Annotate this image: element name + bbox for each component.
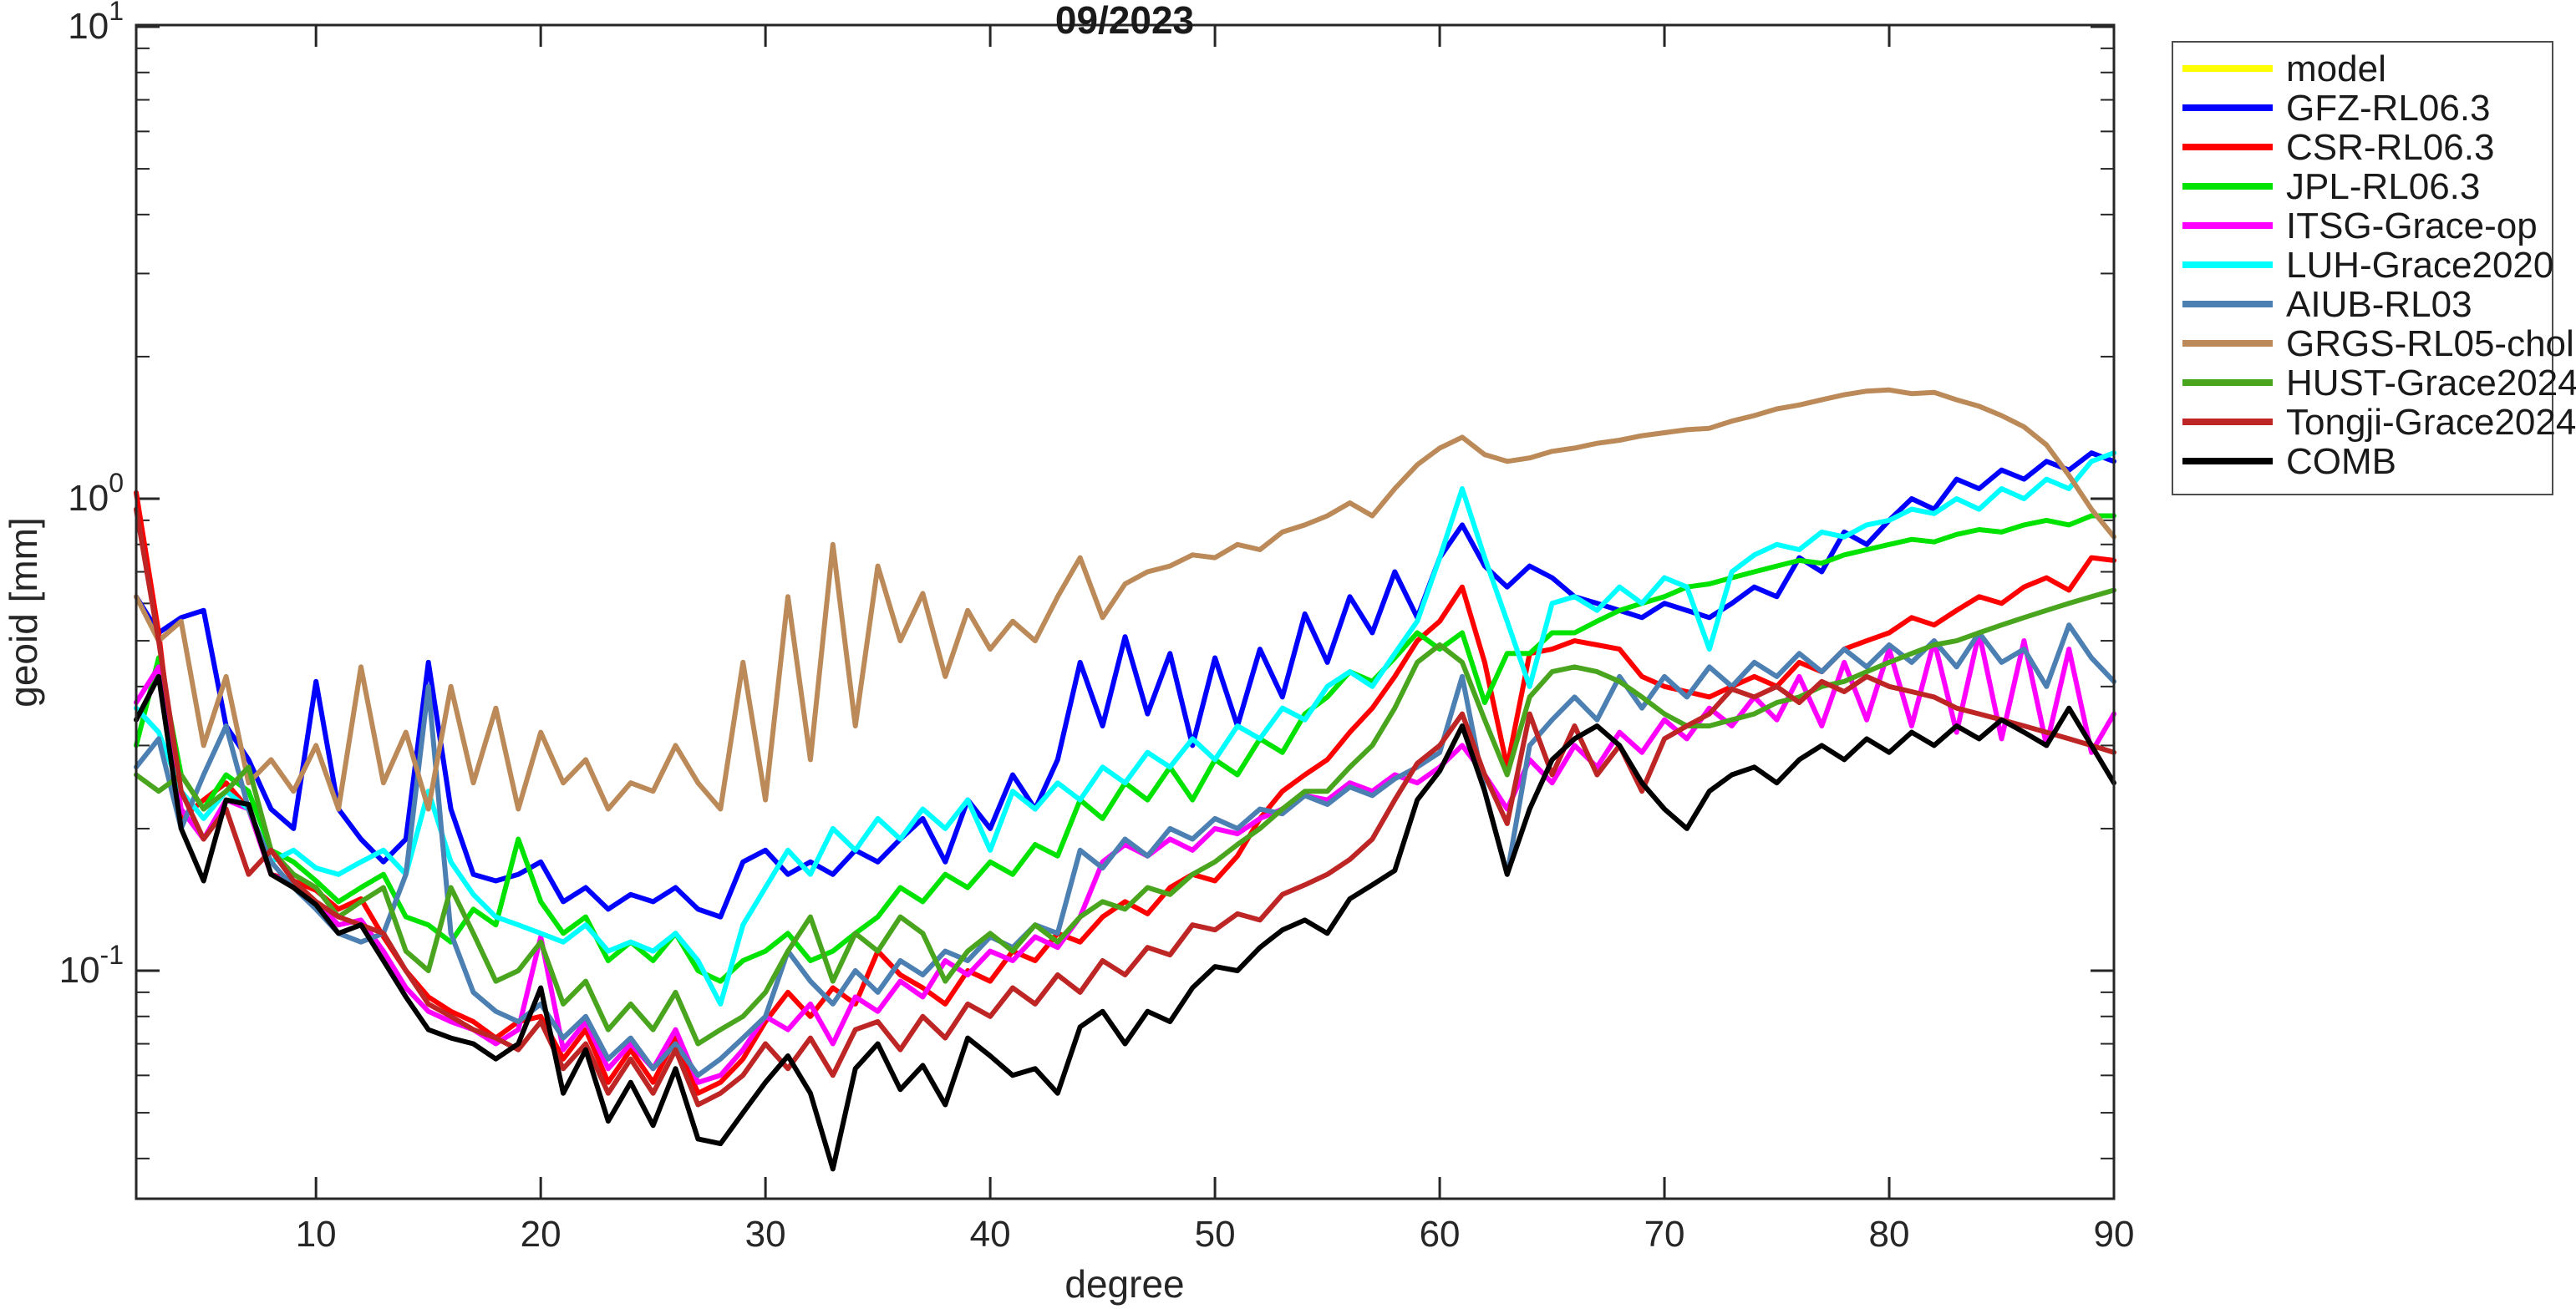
legend-item-GRGS-RL05-chol: GRGS-RL05-chol <box>2182 323 2574 364</box>
legend-item-LUH-Grace2020: LUH-Grace2020 <box>2182 245 2553 286</box>
x-axis-label: degree <box>1064 1262 1184 1306</box>
y-tick-label: 10-1 <box>59 940 124 991</box>
legend-item-model: model <box>2182 48 2386 89</box>
x-tick-label: 60 <box>1420 1214 1461 1255</box>
y-tick-label: 101 <box>68 0 124 47</box>
legend-item-COMB: COMB <box>2182 441 2396 482</box>
legend-item-GFZ-RL06.3: GFZ-RL06.3 <box>2182 88 2491 129</box>
x-tick-label: 10 <box>296 1214 337 1255</box>
tick-labels: 10 20 30 40 50 60 70 80 90 101 100 10-1 <box>59 0 2135 1255</box>
y-axis-label: geoid [mm] <box>2 517 45 708</box>
plot-box <box>135 23 2116 1200</box>
legend-label-JPL-RL06.3: JPL-RL06.3 <box>2286 166 2480 207</box>
series-line-HUST-Grace2024 <box>134 587 2116 1047</box>
series-line-COMB <box>134 673 2116 1172</box>
series-line-CSR-RL06.3 <box>134 490 2116 1096</box>
series-line-Tongji-Grace2024 <box>134 506 2116 1108</box>
series-line-GFZ-RL06.3 <box>134 450 2116 920</box>
axis-ticks <box>136 25 2116 1199</box>
legend-label-GRGS-RL05-chol: GRGS-RL05-chol <box>2286 323 2574 364</box>
legend-label-CSR-RL06.3: CSR-RL06.3 <box>2286 127 2494 168</box>
legend-label-HUST-Grace2024: HUST-Grace2024 <box>2286 363 2576 403</box>
series-line-AIUB-RL03 <box>134 622 2116 1078</box>
legend-item-AIUB-RL03: AIUB-RL03 <box>2182 284 2472 325</box>
legend-box: modelGFZ-RL06.3CSR-RL06.3JPL-RL06.3ITSG-… <box>2172 41 2576 495</box>
legend-item-JPL-RL06.3: JPL-RL06.3 <box>2182 166 2480 207</box>
legend-label-COMB: COMB <box>2286 441 2396 482</box>
x-tick-label: 80 <box>1869 1214 1910 1255</box>
x-tick-label: 90 <box>2094 1214 2135 1255</box>
series-line-LUH-Grace2020 <box>134 450 2116 1007</box>
chart-title: 09/2023 <box>1055 0 1194 42</box>
legend-label-AIUB-RL03: AIUB-RL03 <box>2286 284 2472 325</box>
x-tick-label: 20 <box>521 1214 561 1255</box>
legend-item-Tongji-Grace2024: Tongji-Grace2024 <box>2182 402 2576 443</box>
legend-label-model: model <box>2286 48 2386 89</box>
x-tick-label: 30 <box>745 1214 786 1255</box>
legend-item-CSR-RL06.3: CSR-RL06.3 <box>2182 127 2494 168</box>
series-lines <box>134 387 2116 1172</box>
x-tick-label: 40 <box>970 1214 1011 1255</box>
x-tick-label: 70 <box>1644 1214 1685 1255</box>
legend-label-Tongji-Grace2024: Tongji-Grace2024 <box>2286 402 2576 443</box>
legend-label-LUH-Grace2020: LUH-Grace2020 <box>2286 245 2553 286</box>
x-tick-label: 50 <box>1195 1214 1236 1255</box>
series-line-GRGS-RL05-chol <box>134 387 2116 812</box>
legend-label-ITSG-Grace-op: ITSG-Grace-op <box>2286 205 2538 246</box>
y-tick-label: 100 <box>68 468 124 519</box>
legend-item-ITSG-Grace-op: ITSG-Grace-op <box>2182 205 2538 246</box>
legend-label-GFZ-RL06.3: GFZ-RL06.3 <box>2286 88 2491 129</box>
legend-item-HUST-Grace2024: HUST-Grace2024 <box>2182 363 2576 403</box>
